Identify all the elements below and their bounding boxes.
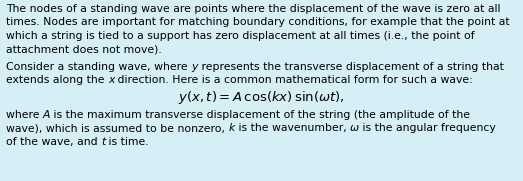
Text: is the maximum transverse displacement of the string (the amplitude of the: is the maximum transverse displacement o…	[51, 110, 471, 120]
Text: times. Nodes are important for matching boundary conditions, for example that th: times. Nodes are important for matching …	[6, 18, 509, 28]
Text: which a string is tied to a support has zero displacement at all times (i.e., th: which a string is tied to a support has …	[6, 31, 475, 41]
Text: direction. Here is a common mathematical form for such a wave:: direction. Here is a common mathematical…	[115, 75, 473, 85]
Text: is the wavenumber,: is the wavenumber,	[235, 123, 350, 133]
Text: is time.: is time.	[105, 137, 149, 147]
Text: x: x	[108, 75, 115, 85]
Text: of the wave, and: of the wave, and	[6, 137, 101, 147]
Text: where: where	[6, 110, 43, 120]
Text: $y(x, t) = A\,\cos(kx)\,\sin(\omega t),$: $y(x, t) = A\,\cos(kx)\,\sin(\omega t),$	[178, 89, 345, 106]
Text: ω: ω	[350, 123, 359, 133]
Text: extends along the: extends along the	[6, 75, 108, 85]
Text: y: y	[191, 62, 198, 72]
Text: represents the transverse displacement of a string that: represents the transverse displacement o…	[198, 62, 503, 72]
Text: is the angular frequency: is the angular frequency	[359, 123, 496, 133]
Text: wave), which is assumed to be nonzero,: wave), which is assumed to be nonzero,	[6, 123, 229, 133]
Text: t: t	[101, 137, 105, 147]
Text: The nodes of a standing wave are points where the displacement of the wave is ze: The nodes of a standing wave are points …	[6, 4, 501, 14]
Text: k: k	[229, 123, 235, 133]
Text: A: A	[43, 110, 51, 120]
Text: Consider a standing wave, where: Consider a standing wave, where	[6, 62, 191, 72]
Text: attachment does not move).: attachment does not move).	[6, 45, 162, 54]
